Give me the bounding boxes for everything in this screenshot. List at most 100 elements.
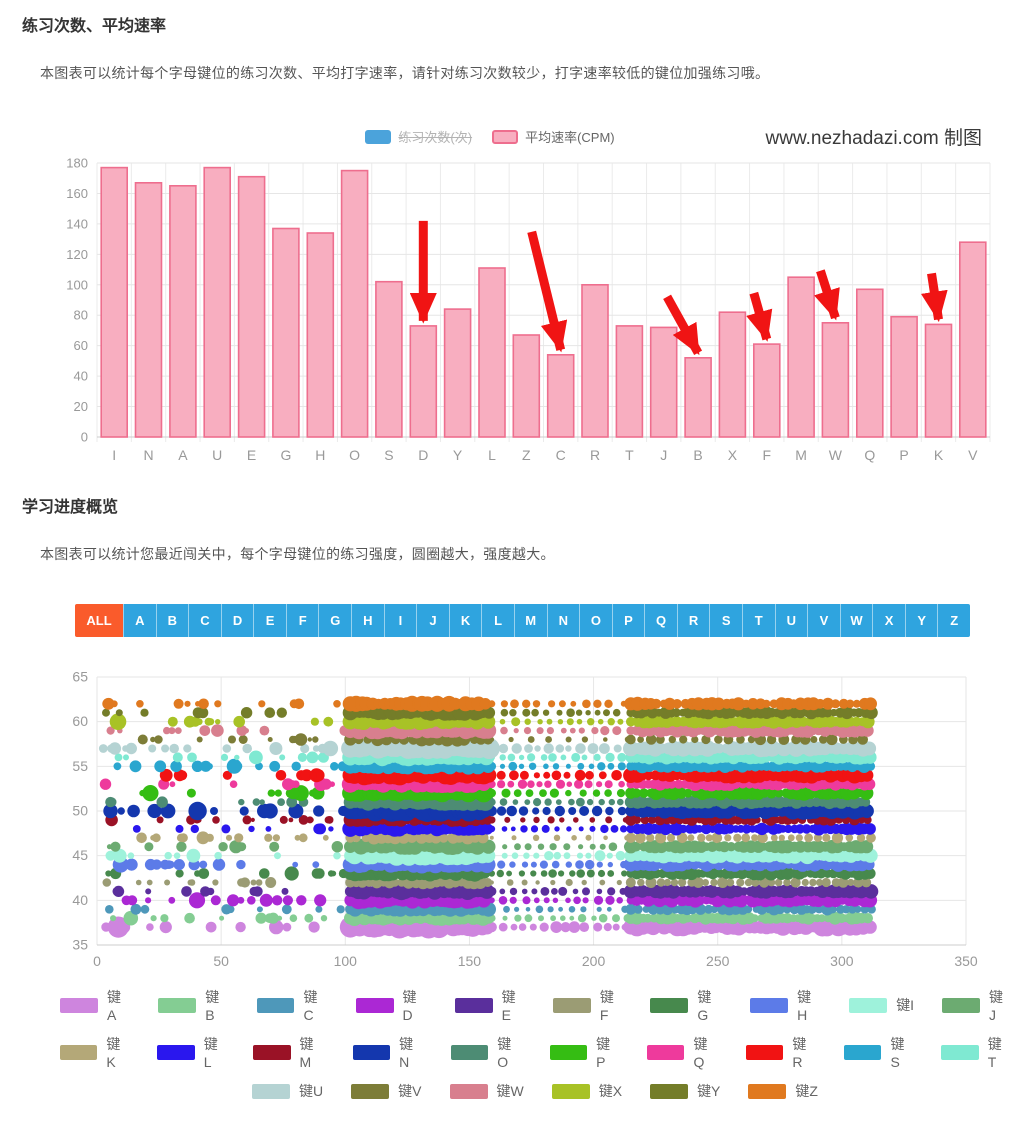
filter-letter-y[interactable]: Y bbox=[904, 604, 938, 637]
filter-all-button[interactable]: ALL bbox=[75, 604, 123, 637]
svg-text:H: H bbox=[315, 447, 325, 463]
filter-letter-m[interactable]: M bbox=[513, 604, 547, 637]
filter-letter-l[interactable]: L bbox=[481, 604, 514, 637]
scatter-legend-item-d[interactable]: 键D bbox=[355, 987, 427, 1023]
filter-letter-a[interactable]: A bbox=[123, 604, 156, 637]
scatter-legend-item-u[interactable]: 键U bbox=[252, 1081, 323, 1101]
scatter-legend-item-l[interactable]: 键L bbox=[157, 1034, 225, 1070]
legend-swatch-z bbox=[748, 1083, 787, 1099]
scatter-chart-canvas[interactable]: 0 50 100 150 200 250 300 350 35 40 45 50 55 60 65 bbox=[60, 667, 1010, 968]
legend-label-o: 键O bbox=[497, 1036, 512, 1070]
svg-text:X: X bbox=[728, 447, 738, 463]
legend-swatch-h bbox=[750, 997, 789, 1013]
legend-label-d: 键D bbox=[402, 989, 417, 1023]
svg-text:65: 65 bbox=[72, 669, 88, 685]
legend-label-i: 键I bbox=[896, 997, 915, 1013]
section2-title: 学习进度概览 bbox=[22, 499, 119, 516]
svg-text:20: 20 bbox=[74, 399, 88, 414]
scatter-legend-item-e[interactable]: 键E bbox=[454, 987, 525, 1023]
legend-label-r: 键R bbox=[792, 1036, 807, 1070]
svg-text:200: 200 bbox=[582, 953, 606, 967]
scatter-series-e bbox=[112, 882, 879, 901]
section1-title: 练习次数、平均速率 bbox=[22, 18, 167, 35]
legend-swatch-average-speed bbox=[492, 129, 519, 144]
scatter-legend-item-w[interactable]: 键W bbox=[449, 1081, 524, 1101]
scatter-series-j bbox=[106, 838, 874, 855]
filter-letter-w[interactable]: W bbox=[839, 604, 873, 637]
scatter-legend-item-i[interactable]: 键I bbox=[849, 987, 914, 1023]
svg-text:50: 50 bbox=[213, 953, 229, 967]
scatter-legend-item-q[interactable]: 键Q bbox=[647, 1034, 718, 1070]
filter-letter-v[interactable]: V bbox=[807, 604, 840, 637]
svg-text:M: M bbox=[795, 447, 807, 463]
scatter-legend-item-h[interactable]: 键H bbox=[750, 987, 821, 1023]
scatter-legend-item-o[interactable]: 键O bbox=[450, 1034, 522, 1070]
legend-label-t: 键T bbox=[987, 1036, 1002, 1070]
legend-label-b: 键B bbox=[205, 989, 220, 1023]
scatter-legend-item-n[interactable]: 键N bbox=[352, 1034, 423, 1070]
filter-letter-j[interactable]: J bbox=[416, 604, 449, 637]
bar-chart-canvas[interactable]: 0 20 40 60 80 100 120 140 160 180 I N A U E G H O S D Y L Z C R T… bbox=[60, 151, 1010, 463]
scatter-legend-item-b[interactable]: 键B bbox=[158, 987, 228, 1023]
filter-letter-i[interactable]: I bbox=[383, 604, 417, 637]
scatter-legend-item-f[interactable]: 键F bbox=[552, 987, 622, 1023]
filter-letter-b[interactable]: B bbox=[155, 604, 189, 637]
svg-text:120: 120 bbox=[66, 247, 88, 262]
svg-text:250: 250 bbox=[706, 953, 730, 967]
scatter-legend-item-r[interactable]: 键R bbox=[745, 1034, 816, 1070]
scatter-legend-item-m[interactable]: 键M bbox=[253, 1034, 325, 1070]
filter-letter-t[interactable]: T bbox=[741, 604, 775, 637]
legend-swatch-o bbox=[450, 1044, 489, 1060]
scatter-legend-item-y[interactable]: 键Y bbox=[650, 1081, 720, 1101]
svg-text:350: 350 bbox=[954, 953, 978, 967]
legend-swatch-u bbox=[252, 1083, 291, 1099]
legend-swatch-practice-count bbox=[365, 129, 392, 144]
scatter-legend-item-g[interactable]: 键G bbox=[650, 987, 722, 1023]
legend-swatch-t bbox=[941, 1044, 979, 1060]
legend-label-m: 键M bbox=[299, 1036, 314, 1070]
legend-swatch-d bbox=[355, 997, 394, 1013]
scatter-legend-item-c[interactable]: 键C bbox=[256, 987, 328, 1023]
filter-letter-e[interactable]: E bbox=[253, 604, 286, 637]
legend-label-v: 键V bbox=[398, 1083, 422, 1099]
filter-letter-c[interactable]: C bbox=[188, 604, 221, 637]
filter-letter-p[interactable]: P bbox=[611, 604, 645, 637]
legend-swatch-n bbox=[352, 1044, 391, 1060]
scatter-chart-block: 0 50 100 150 200 250 300 350 35 40 45 50 55 60 65 键A 键B… bbox=[60, 667, 1010, 1131]
scatter-legend-item-k[interactable]: 键K bbox=[60, 1034, 129, 1070]
filter-letter-n[interactable]: N bbox=[546, 604, 580, 637]
svg-text:T: T bbox=[625, 447, 634, 463]
scatter-legend-item-v[interactable]: 键V bbox=[351, 1081, 422, 1101]
filter-letter-s[interactable]: S bbox=[709, 604, 742, 637]
scatter-legend-item-z[interactable]: 键Z bbox=[748, 1081, 818, 1101]
legend-swatch-g bbox=[650, 997, 689, 1013]
filter-letter-k[interactable]: K bbox=[448, 604, 482, 637]
legend-item-average-speed[interactable]: 平均速率(CPM) bbox=[492, 127, 615, 146]
legend-label-l: 键L bbox=[203, 1036, 218, 1070]
filter-letter-g[interactable]: G bbox=[318, 604, 352, 637]
legend-label-q: 键Q bbox=[693, 1036, 708, 1070]
svg-text:W: W bbox=[829, 447, 843, 463]
svg-text:J: J bbox=[660, 447, 667, 463]
scatter-legend-item-t[interactable]: 键T bbox=[941, 1034, 1010, 1070]
legend-swatch-i bbox=[849, 997, 888, 1013]
filter-letter-h[interactable]: H bbox=[351, 604, 384, 637]
filter-letter-d[interactable]: D bbox=[220, 604, 254, 637]
filter-letter-f[interactable]: F bbox=[285, 604, 319, 637]
legend-swatch-j bbox=[942, 997, 981, 1013]
filter-letter-o[interactable]: O bbox=[579, 604, 612, 637]
filter-letter-r[interactable]: R bbox=[676, 604, 710, 637]
scatter-legend-item-j[interactable]: 键J bbox=[942, 987, 1010, 1023]
scatter-legend-row: 键K 键L 键M 键N 键O 键P 键Q 键R 键S 键T bbox=[60, 1034, 1010, 1070]
legend-swatch-s bbox=[844, 1044, 882, 1060]
filter-letter-z[interactable]: Z bbox=[937, 604, 970, 637]
scatter-legend-item-a[interactable]: 键A bbox=[60, 987, 130, 1023]
filter-letter-u[interactable]: U bbox=[774, 604, 808, 637]
legend-item-practice-count[interactable]: 练习次数(次) bbox=[365, 127, 472, 146]
filter-letter-q[interactable]: Q bbox=[644, 604, 677, 637]
filter-letter-x[interactable]: X bbox=[872, 604, 905, 637]
scatter-legend-item-s[interactable]: 键S bbox=[844, 1034, 913, 1070]
legend-swatch-w bbox=[449, 1083, 488, 1099]
scatter-legend-item-p[interactable]: 键P bbox=[549, 1034, 619, 1070]
scatter-legend-item-x[interactable]: 键X bbox=[551, 1081, 622, 1101]
